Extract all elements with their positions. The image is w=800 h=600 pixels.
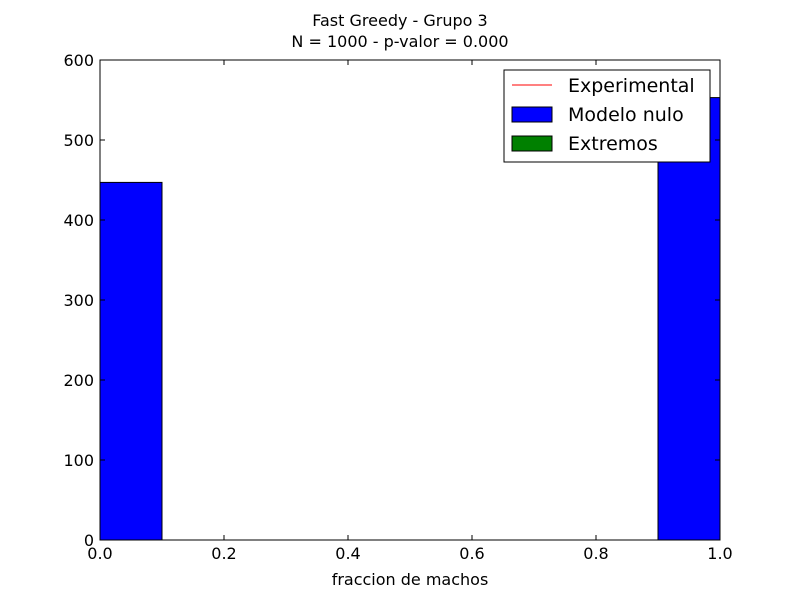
histogram-bar <box>99 181 163 541</box>
x-tick-label: 0.0 <box>87 544 112 563</box>
y-tick-label: 400 <box>63 211 94 230</box>
legend-label-modelo-nulo: Modelo nulo <box>568 104 684 126</box>
y-tick-label: 0 <box>84 531 94 550</box>
y-tick-label: 300 <box>63 291 94 310</box>
chart-title: Fast Greedy - Grupo 3 <box>312 11 487 30</box>
y-tick-label: 600 <box>63 51 94 70</box>
legend-label-experimental: Experimental <box>568 75 695 97</box>
x-axis: 0.0 0.2 0.4 0.6 0.8 1.0 <box>87 60 733 563</box>
legend-patch-extremos <box>511 135 553 152</box>
histogram-bars <box>99 97 721 541</box>
x-tick-label: 0.8 <box>583 544 608 563</box>
x-tick-label: 0.4 <box>335 544 360 563</box>
histogram-bar <box>657 97 721 541</box>
x-axis-label: fraccion de machos <box>332 570 489 589</box>
legend-label-extremos: Extremos <box>568 133 658 155</box>
legend-patch-modelo-nulo <box>511 106 553 123</box>
y-tick-label: 200 <box>63 371 94 390</box>
y-tick-label: 500 <box>63 131 94 150</box>
y-tick-label: 100 <box>63 451 94 470</box>
chart-subtitle: N = 1000 - p-valor = 0.000 <box>291 32 508 51</box>
x-tick-label: 0.2 <box>211 544 236 563</box>
y-axis: 0 100 200 300 400 500 600 <box>63 51 720 550</box>
legend: Experimental Modelo nulo Extremos <box>503 69 711 163</box>
x-tick-label: 0.6 <box>459 544 484 563</box>
x-tick-label: 1.0 <box>707 544 732 563</box>
